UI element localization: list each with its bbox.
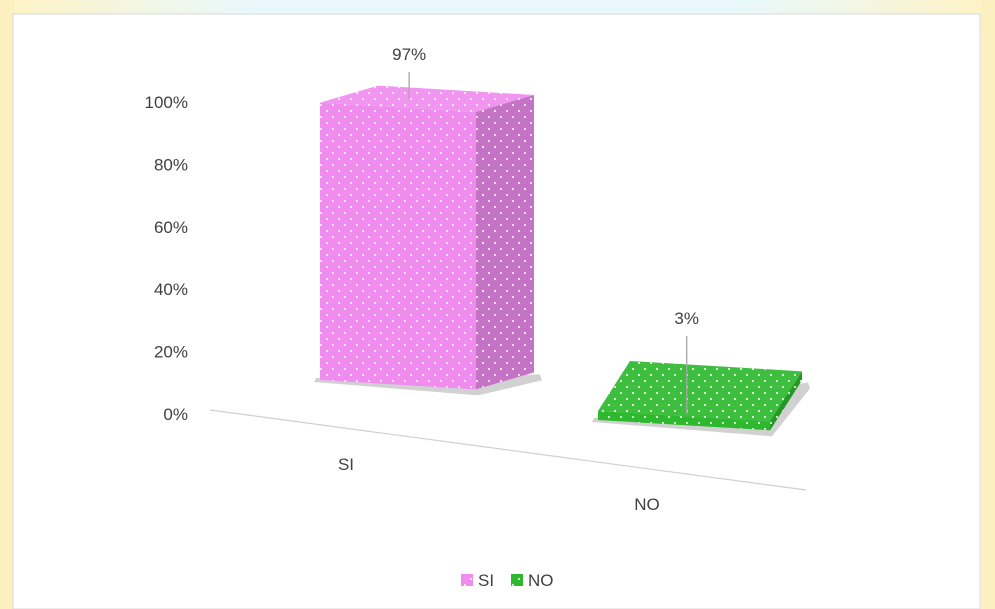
data-label-no: 3% <box>674 309 699 328</box>
right-band <box>981 0 995 609</box>
y-tick-label: 40% <box>154 280 188 299</box>
legend-label-si: SI <box>478 571 494 590</box>
y-axis: 0% 20% 40% 60% 80% 100% <box>145 93 188 424</box>
bar-si <box>314 85 542 396</box>
bar-side-pattern <box>476 94 534 390</box>
category-label-no: NO <box>634 495 660 514</box>
data-labels: 97% 3% <box>392 45 699 414</box>
legend-swatch-pattern <box>511 574 523 586</box>
bar-no <box>592 361 810 437</box>
y-tick-label: 0% <box>163 405 188 424</box>
bar-top-pattern <box>598 361 802 422</box>
legend-item-si[interactable]: SI <box>461 571 494 590</box>
y-tick-label: 100% <box>145 93 188 112</box>
category-labels: SI NO <box>338 455 660 514</box>
bar-front-pattern <box>598 411 770 431</box>
bars <box>314 85 810 437</box>
bar-side-pattern <box>770 371 802 431</box>
legend-item-no[interactable]: NO <box>511 571 554 590</box>
y-tick-label: 60% <box>154 218 188 237</box>
y-tick-label: 80% <box>154 155 188 174</box>
bar-front-pattern <box>320 102 476 390</box>
legend[interactable]: SI NO <box>461 571 554 590</box>
category-axis-line <box>209 409 807 491</box>
bar-top-pattern <box>320 85 534 112</box>
data-label-si: 97% <box>392 45 426 64</box>
legend-swatch-pattern <box>461 574 473 586</box>
category-label-si: SI <box>338 455 354 474</box>
y-tick-label: 20% <box>154 343 188 362</box>
legend-label-no: NO <box>528 571 554 590</box>
left-band <box>0 0 14 609</box>
